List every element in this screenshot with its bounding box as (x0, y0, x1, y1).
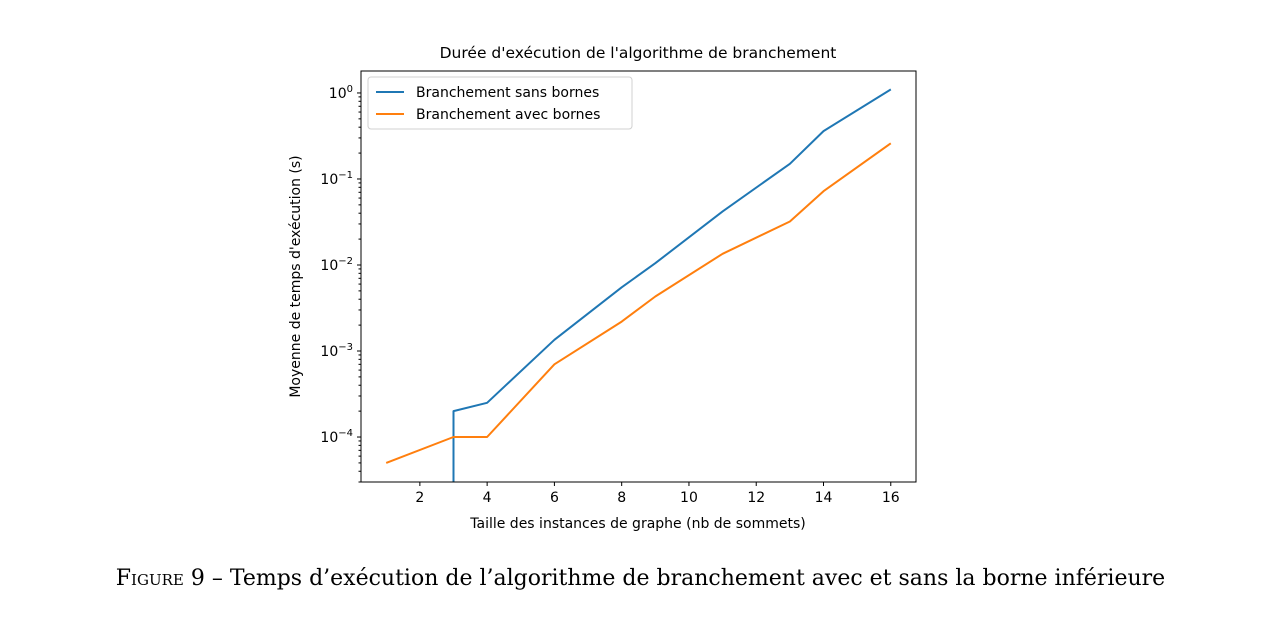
y-tick-label: 10−2 (320, 256, 353, 274)
x-tick-label: 4 (483, 490, 492, 506)
x-tick-label: 8 (617, 490, 626, 506)
y-tick-label: 10−1 (320, 170, 353, 188)
y-tick-label: 100 (329, 84, 353, 102)
series-line-2 (385, 142, 892, 464)
series-layer (385, 88, 892, 482)
chart-title: Durée d'exécution de l'algorithme de bra… (440, 44, 837, 62)
chart: Durée d'exécution de l'algorithme de bra… (288, 44, 917, 532)
x-tick-label: 16 (882, 490, 900, 506)
legend: Branchement sans bornes Branchement avec … (367, 76, 633, 130)
legend-box (367, 76, 633, 130)
y-axis: 10−4 10−3 10−2 10−1 100 (320, 84, 361, 483)
x-tick-label: 2 (415, 490, 424, 506)
caption-text: Temps d’exécution de l’algorithme de bra… (229, 566, 1166, 591)
x-axis-label: Taille des instances de graphe (nb de so… (469, 516, 805, 532)
x-tick-label: 14 (815, 490, 833, 506)
figure-label: Figure 9 (115, 566, 205, 591)
series-line-1 (452, 88, 892, 482)
x-tick-label: 6 (550, 490, 559, 506)
legend-label-2: Branchement avec bornes (416, 107, 600, 123)
y-tick-label: 10−3 (320, 342, 353, 360)
y-tick-label: 10−4 (320, 428, 353, 446)
x-tick-label: 12 (747, 490, 765, 506)
x-axis: 2 4 6 8 10 12 14 16 (415, 482, 900, 506)
figure-caption: Figure 9 – Temps d’exécution de l’algori… (0, 566, 1281, 591)
x-tick-label: 10 (680, 490, 698, 506)
y-axis-label: Moyenne de temps d'exécution (s) (288, 155, 304, 397)
caption-separator: – (204, 566, 230, 591)
axes-frame (360, 70, 917, 483)
legend-label-1: Branchement sans bornes (416, 85, 599, 101)
